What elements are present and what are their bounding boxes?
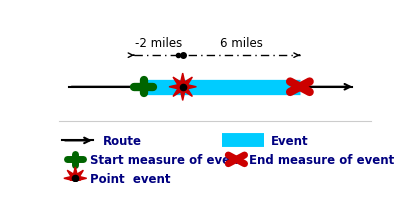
Polygon shape [64, 167, 87, 190]
Text: Event: Event [270, 134, 308, 147]
Polygon shape [169, 74, 197, 101]
Text: -2 miles: -2 miles [135, 37, 182, 50]
Text: 6 miles: 6 miles [220, 37, 263, 50]
Text: Start measure of event: Start measure of event [90, 153, 244, 166]
Text: End measure of event: End measure of event [249, 153, 395, 166]
Text: Point  event: Point event [90, 172, 171, 185]
Text: Route: Route [103, 134, 142, 147]
